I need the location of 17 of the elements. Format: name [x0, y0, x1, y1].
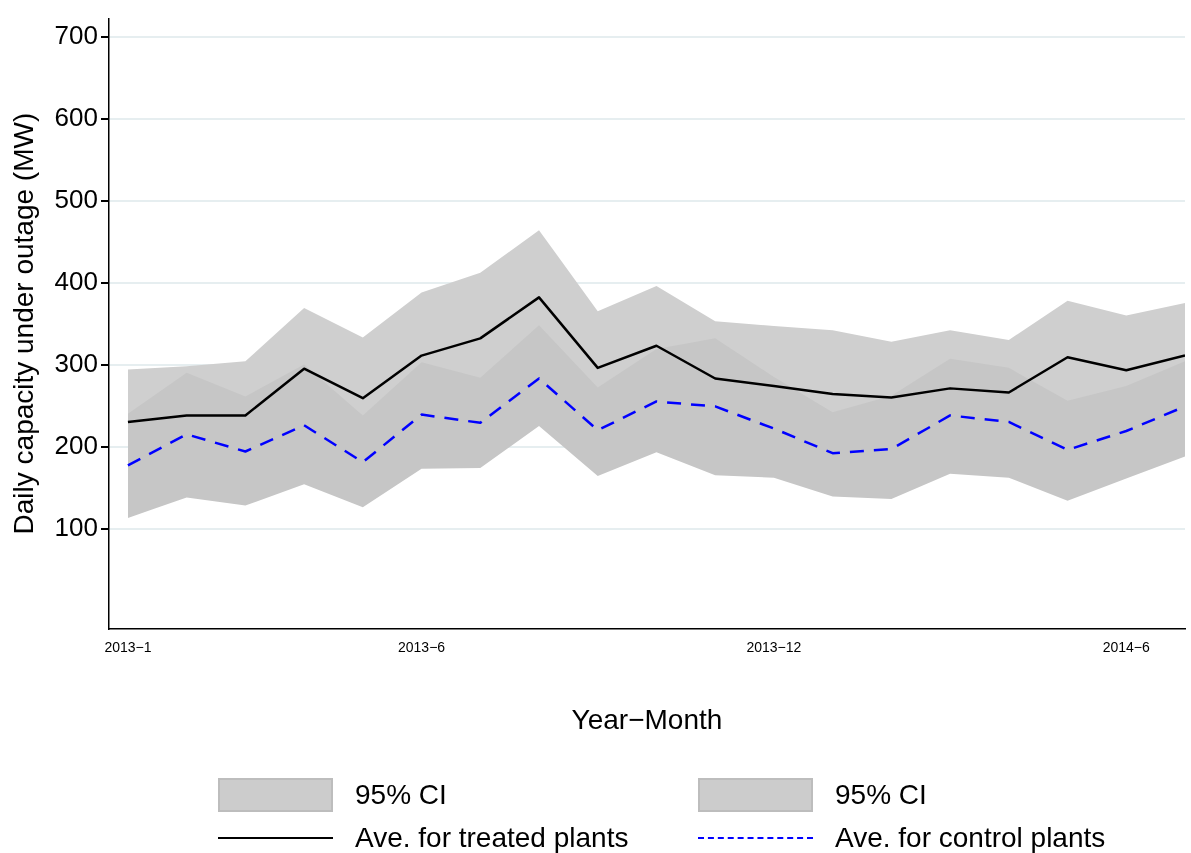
y-tick-label: 500	[54, 183, 98, 214]
x-axis-title: Year−Month	[571, 703, 723, 735]
text: 95% CI	[355, 778, 447, 812]
text: 95% CI	[835, 778, 927, 812]
x-tick-label: 2013−12	[746, 638, 802, 655]
legend-label: Ave. for control plants	[835, 821, 1106, 853]
y-tick-label: 100	[54, 511, 98, 542]
x-tick-label: 2013−1	[104, 638, 152, 655]
y-tick-label: 700	[54, 19, 98, 50]
y-tick-label: 200	[54, 429, 98, 460]
y-tick-label: 600	[54, 101, 98, 132]
x-tick-label: 2014−6	[1102, 638, 1151, 655]
y-axis-title: Daily capacity under outage (MW)	[7, 112, 39, 535]
legend-label: Ave. for treated plants	[355, 821, 629, 853]
x-tick-label: 2013−6	[398, 638, 446, 655]
y-tick-label: 400	[54, 265, 98, 296]
y-tick-label: 300	[54, 347, 98, 378]
